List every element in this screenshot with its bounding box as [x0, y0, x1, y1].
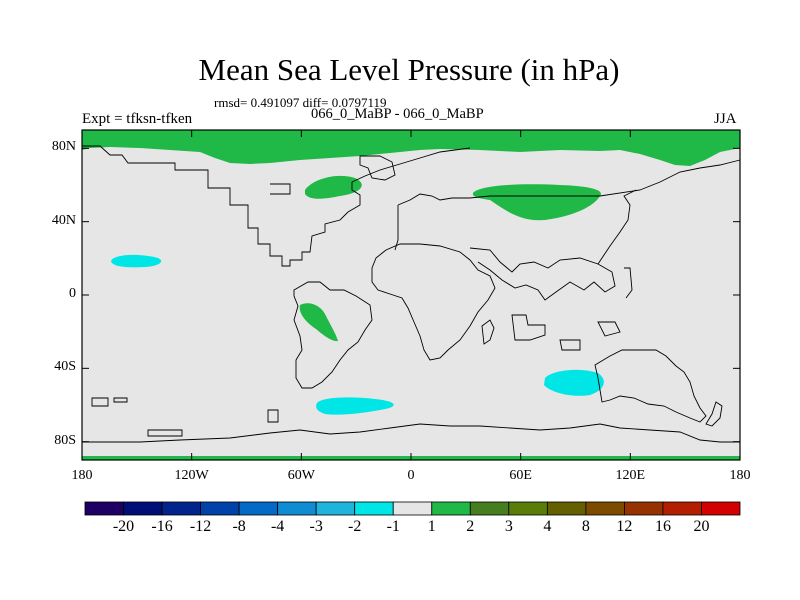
coastline-australia — [594, 349, 707, 423]
colorbar-swatch — [392, 501, 433, 516]
colorbar-label: 1 — [427, 518, 436, 535]
colorbar-label: 12 — [616, 518, 633, 535]
coastline-small-islands — [91, 397, 279, 437]
colorbar-swatch — [546, 501, 587, 516]
y-tick-label: 80S — [54, 432, 76, 448]
coastline-africa — [371, 243, 496, 361]
coastlines — [82, 145, 741, 443]
coastline-east-asia — [597, 189, 637, 299]
anomaly-south-america — [299, 303, 338, 342]
colorbar-label: -2 — [348, 518, 362, 535]
x-tick-label: 180 — [71, 468, 93, 483]
colorbar-label: 16 — [654, 518, 671, 535]
colorbar-label: 3 — [504, 518, 513, 535]
experiment-label: Expt = tfksn-tfken — [82, 111, 193, 127]
x-tick-label: 120W — [174, 468, 209, 483]
coastline-europe-asia — [394, 159, 741, 251]
coastline-hudson-greenland — [270, 155, 396, 195]
stats-label: rmsd= 0.491097 diff= 0.0797119 — [214, 95, 387, 110]
coastline-south-america — [293, 281, 373, 389]
colorbar-label: -16 — [151, 518, 173, 535]
map-background — [82, 130, 740, 460]
colorbar-label: -4 — [270, 518, 285, 535]
chart-title: Mean Sea Level Pressure (in hPa) — [198, 52, 620, 87]
x-tick-label: 60W — [287, 468, 315, 483]
colorbar-label: -8 — [232, 518, 246, 535]
colorbar-swatch — [701, 501, 741, 516]
colorbar-swatch — [84, 501, 124, 516]
x-tick-label: 120E — [615, 468, 646, 483]
colorbar-label: -12 — [189, 518, 212, 535]
colorbar-swatch — [200, 501, 240, 516]
colorbar-label: 20 — [693, 518, 710, 535]
colorbar-label: -3 — [309, 518, 323, 535]
colorbar-swatch — [161, 501, 201, 516]
x-tick-label: 0 — [407, 468, 415, 483]
colorbar-swatch — [624, 501, 664, 516]
coastline-arabia-india — [469, 247, 616, 301]
colorbar-swatch — [431, 501, 471, 516]
y-tick-label: 40N — [51, 212, 76, 228]
coastline-new-zealand — [705, 401, 723, 427]
y-tick-label: 0 — [69, 286, 76, 301]
colorbar-swatch — [238, 501, 279, 516]
anomaly-atlantic-north — [305, 175, 362, 199]
anomaly-south-atlantic — [316, 397, 394, 415]
y-tick-label: 80N — [51, 139, 76, 155]
colorbar-swatch — [469, 501, 510, 516]
anomaly-central-asia — [472, 184, 601, 221]
coastline-madagascar — [481, 319, 495, 345]
colorbar-swatch — [123, 501, 163, 516]
coastline-maritime-se-asia — [511, 314, 621, 351]
coastline-antarctica — [82, 423, 740, 443]
colorbar-swatch — [662, 501, 702, 516]
comparison-label: 066_0_MaBP - 066_0_MaBP — [311, 106, 484, 122]
x-tick-label: 180 — [729, 468, 751, 483]
colorbar-swatch — [354, 501, 394, 516]
colorbar — [84, 501, 741, 516]
colorbar-label: 8 — [581, 518, 590, 535]
season-label: JJA — [714, 111, 737, 127]
y-tick-label: 40S — [54, 359, 76, 375]
colorbar-swatch — [315, 501, 356, 516]
anomaly-arctic-band — [82, 130, 740, 166]
colorbar-swatch — [585, 501, 625, 516]
colorbar-label: -1 — [386, 518, 400, 535]
colorbar-label: -20 — [112, 518, 135, 535]
colorbar-swatch — [277, 501, 317, 516]
anomaly-indian-ocean — [544, 369, 604, 396]
x-tick-label: 60E — [509, 468, 532, 483]
colorbar-label: 4 — [543, 518, 552, 535]
colorbar-label: 2 — [466, 518, 475, 535]
anomaly-pacific-east — [111, 254, 162, 268]
coastline-north-america — [82, 145, 471, 267]
colorbar-swatch — [508, 501, 548, 516]
axis-ticks — [81, 130, 741, 460]
